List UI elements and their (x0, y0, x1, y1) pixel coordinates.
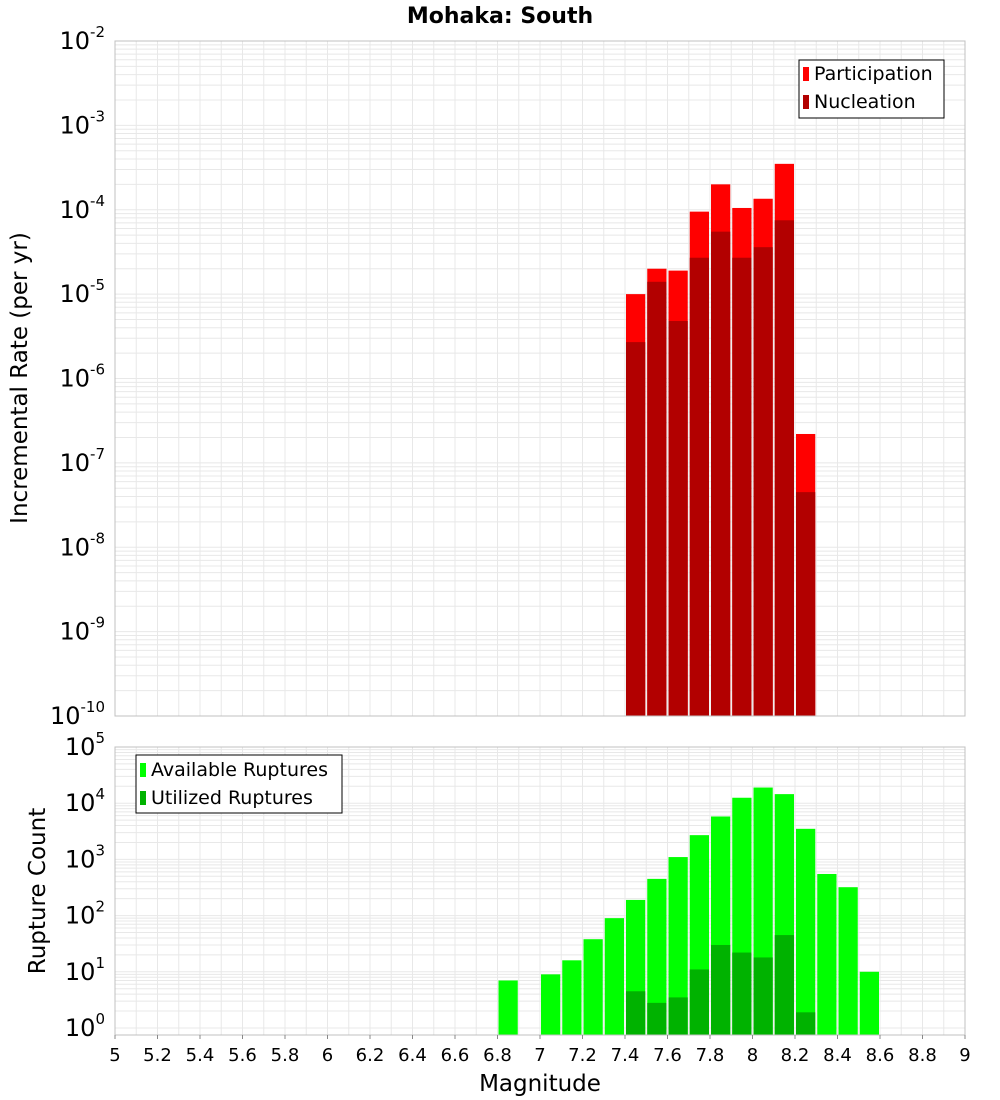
x-tick-label: 5.8 (271, 1045, 300, 1066)
rate-y-tick-label: 10-4 (59, 192, 105, 224)
x-tick-label: 9 (959, 1045, 970, 1066)
rate-y-ticks: 10-2 10-3 10-4 10-5 10-6 10-7 10-8 10-9 10-10 (50, 23, 105, 730)
x-tick-label: 6.6 (441, 1045, 470, 1066)
x-axis-label: Magnitude (479, 1071, 601, 1097)
rate-plot-frame (114, 40, 966, 717)
count-y-tick-label: 100 (65, 1010, 105, 1042)
available-rupture-bar (817, 873, 837, 1035)
nucleation-bar (647, 281, 667, 716)
available-legend-label: Available Ruptures (151, 759, 328, 781)
x-tick-label: 6.8 (483, 1045, 512, 1066)
utilized-rupture-bar (647, 1002, 667, 1035)
x-tick-label: 8.6 (866, 1045, 895, 1066)
utilized-legend-swatch (140, 791, 146, 805)
x-tick-label: 8.4 (823, 1045, 852, 1066)
count-y-ticks: 105 104 103 102 101 100 (65, 729, 105, 1042)
nucleation-bar (732, 257, 752, 716)
utilized-rupture-bar (753, 957, 773, 1035)
count-panel: 105 104 103 102 101 100 Rupture Count Availab… (25, 729, 971, 1097)
nucleation-bar (774, 220, 794, 717)
participation-legend-label: Participation (814, 63, 933, 85)
x-tick-label: 7.8 (696, 1045, 725, 1066)
x-tick-label: 8 (747, 1045, 758, 1066)
available-rupture-bar (647, 878, 667, 1035)
x-tick-label: 7.2 (568, 1045, 597, 1066)
nucleation-bar (711, 231, 731, 716)
available-rupture-bar (796, 828, 816, 1035)
rate-y-tick-label: 10-3 (59, 107, 105, 139)
utilized-rupture-bar (774, 935, 794, 1035)
count-legend-box (135, 754, 343, 814)
utilized-rupture-bar (732, 952, 752, 1035)
x-tick-label: 8.8 (908, 1045, 937, 1066)
x-tick-label: 7.4 (611, 1045, 640, 1066)
x-tick-label: 6.4 (398, 1045, 427, 1066)
available-rupture-bar (498, 980, 518, 1035)
rate-y-tick-label: 10-9 (59, 614, 105, 646)
rate-panel: 10-2 10-3 10-4 10-5 10-6 10-7 10-8 10-9 10-10 In… (7, 23, 966, 730)
nucleation-legend-swatch (803, 95, 809, 109)
rate-y-tick-label: 10-7 (59, 445, 105, 477)
count-y-tick-label: 103 (65, 841, 105, 873)
x-tick-label: 7 (534, 1045, 545, 1066)
rate-y-axis-label: Incremental Rate (per yr) (7, 232, 33, 524)
x-tick-label: 7.6 (653, 1045, 682, 1066)
available-rupture-bar (604, 918, 624, 1035)
nucleation-bar (753, 247, 773, 716)
rate-y-tick-label: 10-8 (59, 529, 105, 561)
rate-legend: Participation Nucleation (798, 59, 945, 119)
available-rupture-bar (838, 887, 858, 1035)
nucleation-legend-label: Nucleation (814, 91, 916, 113)
count-bars (498, 787, 879, 1035)
participation-legend-swatch (803, 67, 809, 81)
nucleation-bar (668, 321, 688, 716)
rate-y-tick-label: 10-6 (59, 361, 105, 393)
utilized-rupture-bar (689, 969, 709, 1035)
count-y-tick-label: 102 (65, 898, 105, 930)
utilized-rupture-bar (796, 1012, 816, 1035)
x-tick-label: 5 (109, 1045, 120, 1066)
nucleation-bar (689, 257, 709, 716)
rate-legend-box (798, 59, 945, 119)
nucleation-bar (796, 492, 816, 716)
magnitude-x-ticks: 5 5.2 5.4 5.6 5.8 6 6.2 6.4 6.6 6.8 7 7.2 7.4 7.6 7.8 8… (109, 1035, 971, 1066)
rate-grid (114, 41, 966, 717)
x-tick-label: 5.6 (228, 1045, 257, 1066)
utilized-rupture-bar (711, 944, 731, 1035)
count-legend: Available Ruptures Utilized Ruptures (135, 754, 343, 814)
count-y-tick-label: 104 (65, 785, 105, 817)
available-rupture-bar (859, 971, 879, 1035)
chart-title: Mohaka: South (407, 4, 593, 29)
rate-bars (626, 163, 816, 717)
available-rupture-bar (668, 857, 688, 1035)
utilized-legend-label: Utilized Ruptures (151, 787, 313, 809)
available-rupture-bar (562, 960, 582, 1035)
rate-y-tick-label: 10-10 (50, 698, 105, 730)
rate-y-tick-label: 10-2 (59, 23, 105, 55)
count-y-tick-label: 105 (65, 729, 105, 761)
rate-y-tick-label: 10-5 (59, 276, 105, 308)
x-tick-label: 8.2 (781, 1045, 810, 1066)
count-y-tick-label: 101 (65, 954, 105, 986)
available-legend-swatch (140, 763, 146, 777)
utilized-rupture-bar (668, 997, 688, 1035)
utilized-rupture-bar (626, 991, 646, 1035)
available-rupture-bar (541, 974, 561, 1035)
available-rupture-bar (583, 939, 603, 1035)
x-tick-label: 5.4 (186, 1045, 215, 1066)
x-tick-label: 5.2 (143, 1045, 172, 1066)
count-y-axis-label: Rupture Count (25, 808, 51, 974)
x-tick-label: 6 (322, 1045, 333, 1066)
x-tick-label: 6.2 (356, 1045, 385, 1066)
nucleation-bar (626, 342, 646, 716)
